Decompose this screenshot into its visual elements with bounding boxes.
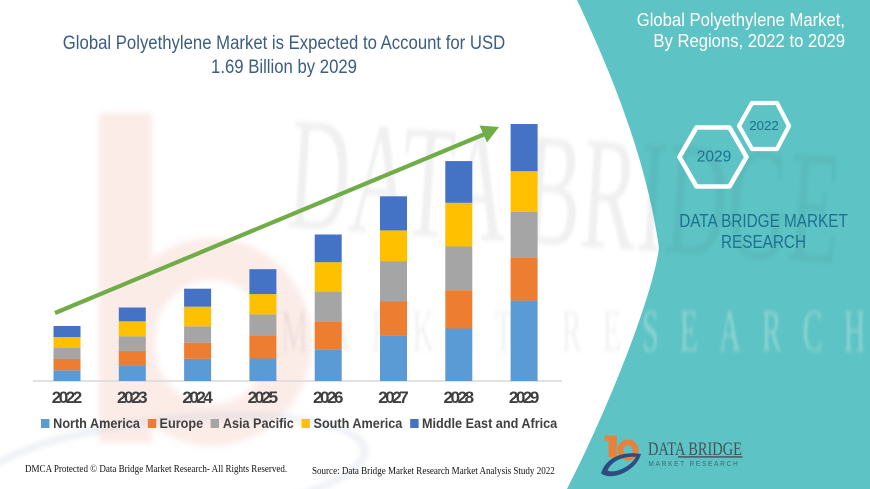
svg-text:2028: 2028 (444, 388, 475, 407)
svg-text:DATA BRIDGE: DATA BRIDGE (648, 439, 742, 460)
svg-text:2023: 2023 (117, 388, 148, 407)
svg-text:2029: 2029 (509, 388, 540, 407)
svg-text:2024: 2024 (182, 388, 213, 407)
svg-text:2029: 2029 (697, 149, 731, 166)
svg-text:2022: 2022 (749, 118, 779, 133)
svg-text:2026: 2026 (313, 388, 344, 407)
svg-text:2027: 2027 (378, 388, 409, 407)
svg-text:MARKET RESEARCH: MARKET RESEARCH (649, 461, 740, 468)
svg-text:2022: 2022 (52, 388, 83, 407)
svg-text:2025: 2025 (248, 388, 279, 407)
